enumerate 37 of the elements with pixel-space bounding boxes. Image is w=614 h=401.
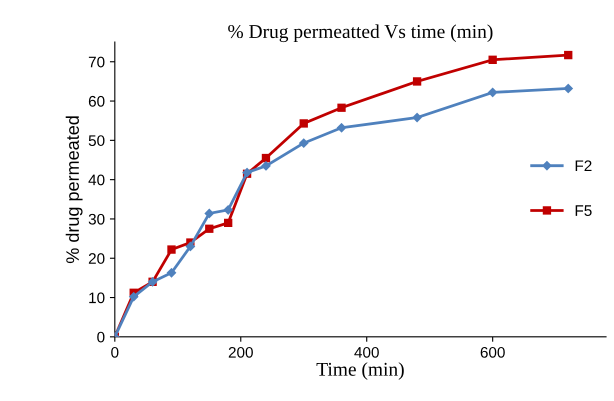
y-tick-label: 30: [88, 214, 104, 225]
y-tick-label: 70: [88, 56, 104, 68]
y-tick-label: 0: [97, 332, 104, 343]
point: [167, 245, 176, 254]
x-tick-label: 400: [354, 346, 379, 358]
point: [224, 205, 233, 215]
point: [336, 123, 346, 132]
point: [262, 154, 270, 162]
point: [299, 138, 308, 148]
point: [224, 218, 232, 228]
point: [129, 292, 138, 302]
point: [204, 208, 214, 218]
legend-label: F2: [576, 160, 592, 172]
point: [205, 224, 214, 233]
y-axis-title: % drug permeated: [66, 116, 83, 264]
point: [564, 84, 573, 94]
chart-title: % Drug permeatted Vs time (min): [228, 24, 492, 42]
point: [300, 119, 308, 128]
x-tick-label: 0: [111, 346, 118, 358]
x-axis-title: Time (min): [316, 362, 404, 380]
point: [412, 112, 422, 122]
point: [488, 88, 498, 98]
x-tick-label: 200: [228, 346, 253, 358]
point: [166, 268, 176, 278]
y-tick-label: 60: [88, 96, 104, 107]
point: [564, 50, 572, 60]
point: [337, 104, 346, 112]
point: [261, 161, 271, 171]
point: [412, 77, 422, 86]
point: [488, 56, 497, 64]
y-tick-label: 40: [88, 174, 104, 186]
y-tick-label: 50: [88, 135, 104, 146]
x-tick-label: 600: [480, 346, 505, 358]
y-tick-label: 10: [89, 292, 104, 304]
point: [186, 242, 196, 252]
y-tick-label: 20: [88, 253, 104, 264]
legend-label: F5: [576, 205, 592, 216]
